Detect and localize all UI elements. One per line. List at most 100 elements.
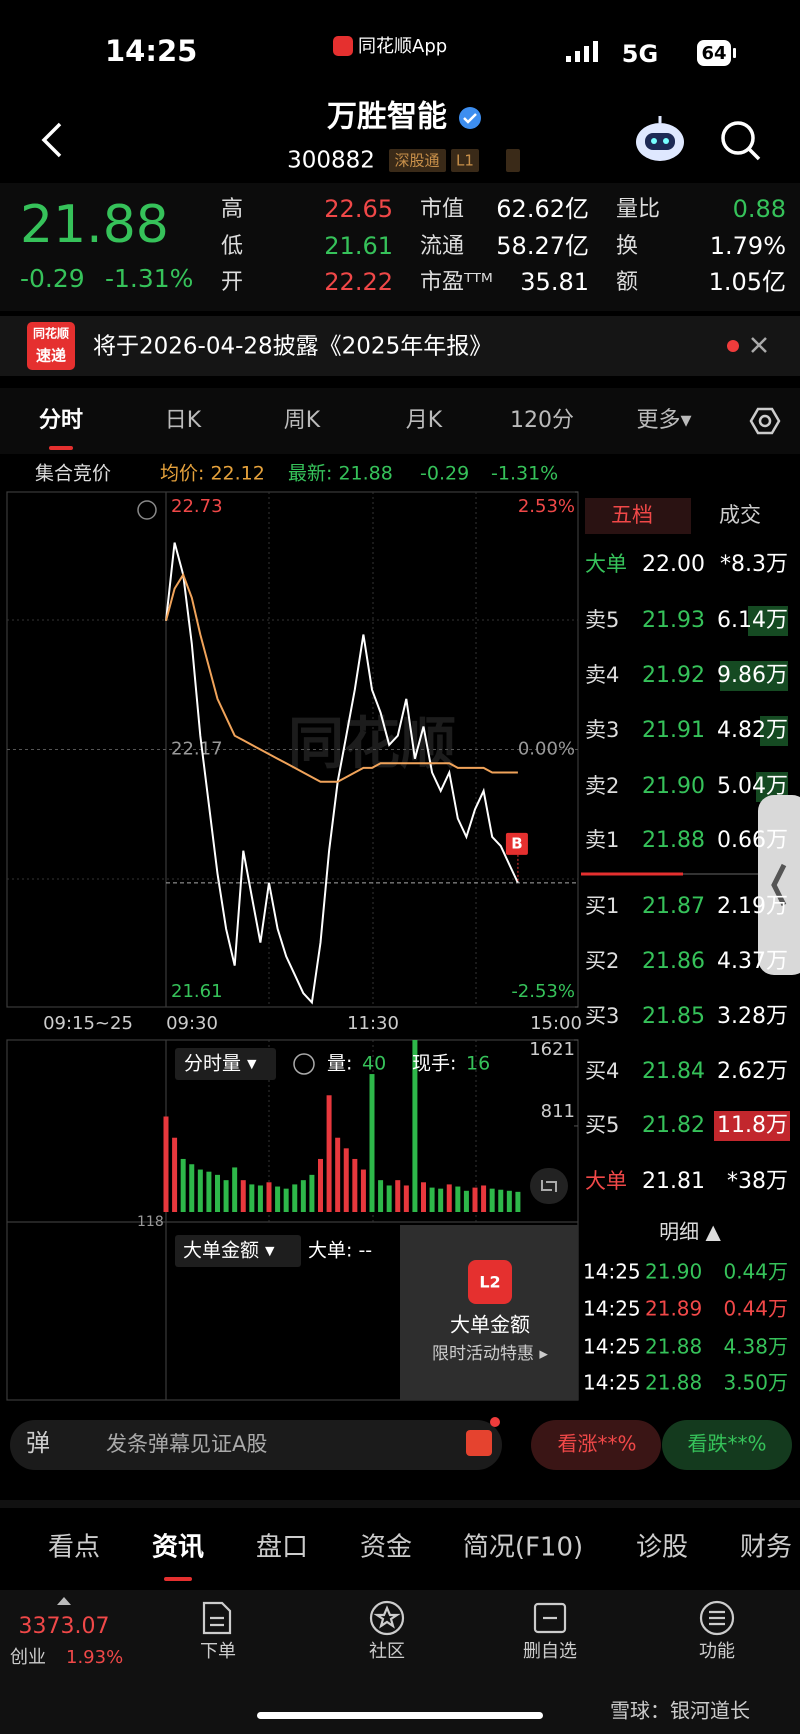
danmaku-icon: 弹 (26, 1429, 50, 1457)
chart-tab[interactable]: 周K (284, 408, 321, 433)
volume-bar (223, 1180, 229, 1212)
help-icon[interactable] (137, 500, 157, 520)
stat-value: 0.88 (733, 195, 786, 223)
info-tab[interactable]: 盘口 (256, 1533, 308, 1563)
book-volume: *38万 (727, 1169, 788, 1194)
tab-active-bg (585, 498, 691, 534)
chart-tab[interactable]: 分时 (39, 408, 83, 433)
tab-underline (164, 1577, 192, 1581)
y-tick-label: 811 (541, 1101, 575, 1122)
y-tick-label: 1621 (529, 1039, 575, 1060)
buy-marker-text: B (511, 834, 522, 852)
settings-icon[interactable] (749, 407, 781, 435)
avg-line (165, 572, 518, 783)
promo-overlay[interactable] (400, 1225, 578, 1400)
gift-icon[interactable] (466, 1430, 492, 1456)
book-label: 卖2 (585, 774, 619, 798)
x-tick-label: 11:30 (347, 1013, 399, 1034)
tag: L1 (456, 152, 474, 170)
volume-bar (395, 1180, 401, 1212)
book-tab[interactable]: 五档 (611, 503, 653, 527)
stat-label: 量比 (616, 197, 660, 222)
notice-close[interactable] (751, 337, 767, 353)
side-handle[interactable] (758, 795, 800, 975)
book-volume: 11.8万 (717, 1113, 788, 1138)
chart-tab[interactable]: 日K (165, 408, 202, 433)
status-app: 同花顺App (358, 36, 447, 57)
highlight (714, 1111, 790, 1141)
info-tab[interactable]: 资金 (360, 1533, 412, 1563)
chart-tab[interactable]: 月K (406, 408, 443, 433)
tag-bg (389, 149, 446, 172)
dropdown[interactable] (175, 1048, 276, 1080)
robot-icon[interactable] (636, 116, 684, 161)
danmaku-input[interactable] (10, 1420, 502, 1470)
price-change: -0.29 (20, 264, 85, 293)
book-tab[interactable]: 成交 (719, 503, 761, 527)
stat-label: 低 (221, 234, 243, 259)
divider (0, 1500, 800, 1508)
info-tab[interactable]: 财务 (740, 1533, 792, 1563)
volume-bar (386, 1185, 392, 1212)
volume-bar (412, 1040, 418, 1212)
x-tick-label: 09:30 (166, 1013, 218, 1034)
book-price: 21.85 (642, 1004, 705, 1029)
volume-bar (343, 1148, 349, 1212)
stat-value: 21.61 (324, 232, 393, 260)
index-value: 3373.07 (19, 1614, 110, 1639)
volume-bar (206, 1171, 212, 1212)
bear-button[interactable] (662, 1420, 792, 1470)
bear-label[interactable]: 看跌**% (687, 1432, 766, 1456)
nav-item[interactable]: 功能 (699, 1641, 735, 1662)
avg-price: 均价: 22.12 (160, 463, 265, 485)
expand-button[interactable] (530, 1168, 568, 1204)
search-icon[interactable] (721, 121, 761, 161)
book-label: 卖5 (585, 608, 619, 632)
expand-icon (541, 1180, 557, 1192)
stat-label: 流通 (420, 234, 464, 259)
info-tab[interactable]: 资讯 (152, 1533, 204, 1563)
book-label: 卖3 (585, 718, 619, 742)
y2-tick-label: 0.00% (518, 739, 575, 760)
notice-bar (0, 316, 800, 376)
y2-tick-label: -2.53% (511, 981, 575, 1002)
stock-name: 万胜智能 (327, 100, 447, 135)
help-icon[interactable] (293, 1053, 315, 1075)
nav-item[interactable]: 删自选 (523, 1641, 577, 1662)
volume-dropdown[interactable]: 分时量 ▾ (184, 1053, 257, 1075)
tab-underline (49, 446, 73, 450)
nav-item[interactable]: 社区 (369, 1641, 405, 1662)
bull-button[interactable] (531, 1420, 661, 1470)
chart-tab[interactable]: 更多▾ (636, 408, 691, 433)
bull-label[interactable]: 看涨**% (557, 1432, 636, 1456)
dropdown[interactable] (175, 1235, 301, 1267)
index-arrow (57, 1597, 71, 1605)
y2-tick-label: 2.53% (518, 496, 575, 517)
chart-tab[interactable]: 120分 (510, 408, 574, 433)
info-tab[interactable]: 诊股 (636, 1533, 688, 1563)
book-price: 21.82 (642, 1113, 705, 1138)
big-order-dropdown[interactable]: 大单金额 ▾ (183, 1240, 275, 1262)
book-volume: *8.3万 (720, 552, 788, 577)
book-price: 21.88 (642, 828, 705, 853)
nav-item[interactable]: 下单 (200, 1641, 236, 1662)
book-price: 22.00 (642, 552, 705, 577)
volume-bar (172, 1137, 178, 1212)
book-label: 大单 (585, 552, 627, 576)
promo-sub: 限时活动特惠 ▸ (432, 1344, 548, 1364)
y-tick-label: 22.73 (171, 496, 223, 517)
detail-title[interactable]: 明细 ▲ (659, 1220, 721, 1244)
back-button[interactable] (41, 122, 62, 158)
volume-value: 40 (362, 1053, 386, 1075)
volume-bar (318, 1158, 323, 1212)
volume-bar (163, 1116, 169, 1212)
x-tick-label: 09:15~25 (43, 1013, 133, 1034)
book-volume: 6.14万 (717, 608, 788, 633)
stat-value: 58.27亿 (496, 232, 589, 260)
y-tick-label: 22.17 (171, 739, 223, 760)
volume-bar (292, 1184, 298, 1212)
info-tab[interactable]: 简况(F10) (463, 1533, 583, 1563)
index-name: 创业 (10, 1647, 46, 1668)
tag: 深股通 (394, 152, 439, 170)
info-tab[interactable]: 看点 (48, 1533, 100, 1563)
